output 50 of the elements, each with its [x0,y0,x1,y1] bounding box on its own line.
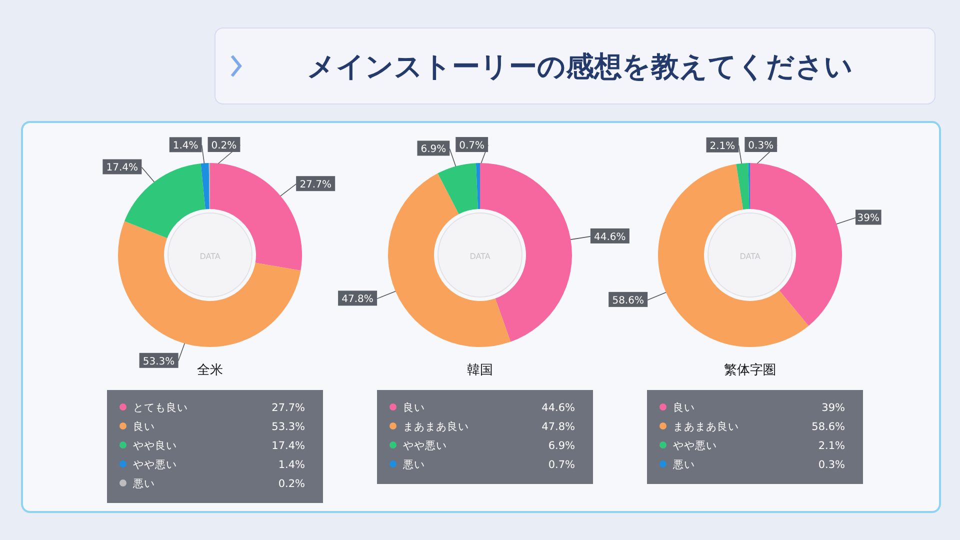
donut-slice [388,173,511,347]
data-label: 17.4% [106,162,138,174]
data-label: 6.9% [420,144,446,156]
text: 1.4% [278,459,305,471]
data-label: 58.6% [612,295,644,306]
text: 53.3% [272,421,305,433]
donut-slice [438,163,478,214]
donut-slice [736,163,750,210]
text: 17.4% [272,440,305,452]
text: メインストーリーの感想を教えてください [307,50,853,83]
text: 0.3% [818,459,845,471]
text: 47.8% [542,421,575,433]
data-label: 27.7% [300,180,332,191]
data-label: 2.1% [710,140,736,152]
text: 58.6% [812,421,845,433]
text: 全米 [197,363,223,378]
donut-slice [118,221,301,347]
legend-label: 良い [403,401,425,414]
data-label: 0.3% [748,140,774,152]
text: 繁体字圏 [724,362,776,378]
legend-label: やや悪い [673,440,717,452]
data-label: 39% [857,213,880,224]
text: 6.9% [548,440,575,452]
text: 0.2% [278,478,305,490]
legend-label: まあまあ良い [673,420,739,433]
legend-label: やや悪い [133,459,177,471]
data-label: 53.3% [142,356,175,368]
text: 0.7% [548,459,575,471]
legend-label: やや良い [133,439,177,452]
legend-label: 良い [673,401,695,414]
text: 39% [822,402,845,414]
legend-label: 悪い [672,459,695,471]
legend-label: とても良い [133,401,188,414]
data-label: 1.4% [172,140,198,152]
donut-slice [476,163,480,210]
legend-label: 良い [133,420,155,433]
text: 韓国 [467,363,493,378]
data-label: 44.6% [594,232,626,243]
donut-slice [658,164,809,347]
legend-label: 悪い [132,478,155,490]
text: 44.6% [542,402,575,414]
legend-label: 悪い [402,459,425,471]
data-label: 0.7% [459,140,485,152]
legend-label: やや悪い [403,440,447,452]
text: 2.1% [818,440,845,452]
text: 27.7% [272,402,305,414]
data-label: 47.8% [342,294,374,306]
legend-label: まあまあ良い [403,420,469,433]
data-label: 0.2% [211,140,237,152]
donut-slice [200,163,210,210]
